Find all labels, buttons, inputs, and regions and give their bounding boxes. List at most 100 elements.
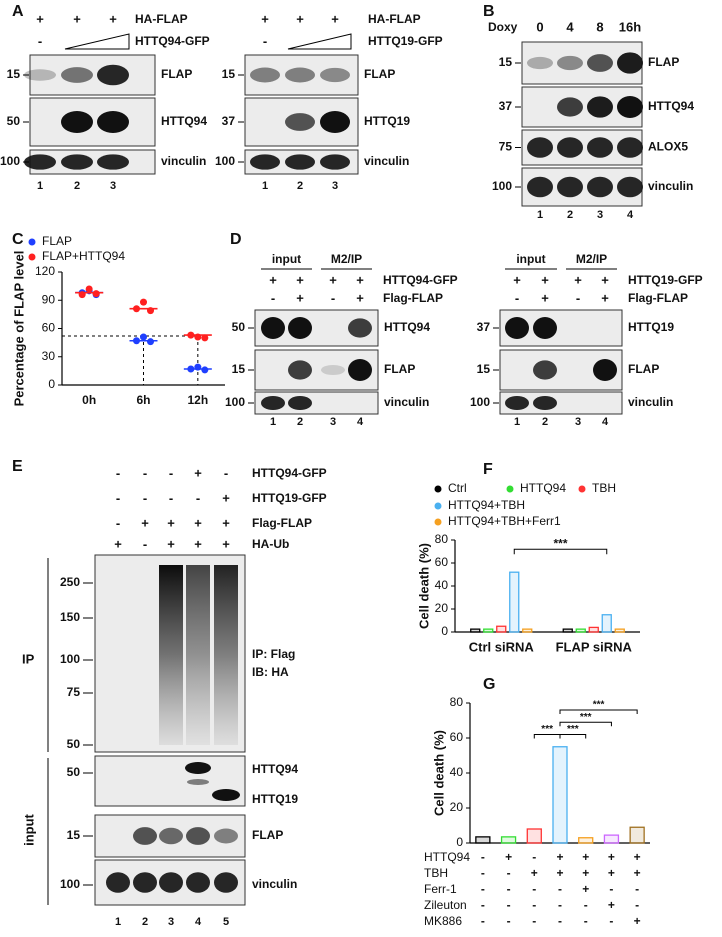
y-tick-label: 60 — [42, 321, 56, 335]
sign: - — [116, 490, 120, 505]
band — [61, 67, 93, 83]
dot — [201, 366, 209, 374]
sign: + — [356, 290, 364, 305]
sign: + — [541, 272, 549, 287]
band — [587, 96, 613, 118]
panel-label: D — [230, 231, 242, 248]
panel-label: F — [483, 461, 493, 478]
bar — [526, 828, 542, 844]
legend-label: TBH — [592, 481, 616, 495]
sign: - — [143, 465, 147, 480]
condition-label: HA-FLAP — [368, 12, 421, 26]
legend-marker — [434, 502, 442, 510]
sign: - — [576, 290, 580, 305]
sign: + — [167, 536, 175, 551]
y-tick-label: 80 — [450, 695, 464, 709]
lane-number: 1 — [537, 209, 543, 221]
sign: - — [507, 882, 511, 896]
band-label: HTTQ19 — [628, 320, 674, 334]
sign: - — [532, 882, 536, 896]
band — [348, 318, 372, 338]
sign: - — [481, 882, 485, 896]
mw-marker: 100 — [0, 154, 20, 168]
y-tick-label: 80 — [435, 532, 449, 546]
mw-marker: 50 — [232, 320, 246, 334]
band — [557, 137, 583, 158]
side-label: IP — [22, 651, 35, 666]
condition-label: HA-Ub — [252, 537, 289, 551]
lane-number: 3 — [597, 209, 603, 221]
lane-number: 1 — [514, 416, 520, 428]
y-tick-label: 60 — [450, 730, 464, 744]
band-label: HTTQ94 — [161, 114, 207, 128]
band — [214, 872, 238, 893]
band — [587, 137, 613, 158]
sign: + — [582, 882, 589, 896]
band — [159, 872, 183, 893]
bar — [509, 571, 520, 633]
band — [348, 359, 372, 381]
mw-marker: 100 — [225, 395, 245, 409]
blot-membrane — [499, 391, 623, 415]
band-label: FLAP — [384, 362, 415, 376]
lane-number: 2 — [74, 180, 80, 192]
mw-marker: 37 — [499, 99, 513, 113]
sign: + — [356, 272, 364, 287]
y-axis-label: Cell death (%) — [431, 730, 446, 816]
band — [61, 111, 93, 133]
lane-number: 2 — [542, 416, 548, 428]
condition-label: HTTQ19-GFP — [368, 34, 443, 48]
panel-label: G — [483, 676, 495, 693]
sign: - — [507, 866, 511, 880]
y-tick-label: 40 — [435, 578, 449, 592]
sign: - — [481, 866, 485, 880]
ubiquitin-smear — [214, 565, 238, 745]
sign: - — [224, 465, 228, 480]
significance-label: *** — [541, 724, 553, 735]
sign: + — [531, 866, 538, 880]
gradient-triangle — [64, 33, 130, 50]
sign: - — [584, 898, 588, 912]
band — [288, 317, 312, 339]
band — [285, 67, 315, 83]
sign: + — [73, 11, 81, 26]
ubiquitin-smear — [159, 565, 183, 745]
bar — [522, 628, 533, 633]
lane-number: 3 — [110, 180, 116, 192]
sign: - — [515, 290, 519, 305]
bar — [475, 836, 491, 844]
sign: - — [635, 882, 639, 896]
sign: + — [269, 272, 277, 287]
condition-label: HA-FLAP — [135, 12, 188, 26]
band — [527, 137, 553, 158]
band — [106, 872, 130, 893]
legend-marker — [506, 485, 514, 493]
sign: - — [532, 898, 536, 912]
sign: - — [271, 290, 275, 305]
band-label: vinculin — [252, 877, 297, 891]
sign: - — [481, 914, 485, 928]
sign: 8 — [596, 19, 603, 34]
panel-label: B — [483, 3, 495, 20]
sign: - — [263, 33, 267, 48]
sign: - — [196, 490, 200, 505]
legend-label: Ctrl — [448, 481, 467, 495]
significance-label: *** — [593, 700, 605, 711]
blot-membrane — [254, 391, 379, 415]
band — [320, 111, 350, 133]
sign: + — [634, 866, 641, 880]
y-axis-label: Cell death (%) — [416, 543, 431, 629]
band — [593, 359, 617, 381]
band — [617, 52, 643, 74]
sign: + — [634, 914, 641, 928]
sign: - — [507, 898, 511, 912]
condition-label: HTTQ94 — [424, 850, 470, 864]
sign: + — [141, 515, 149, 530]
band-label: FLAP — [364, 67, 395, 81]
mw-marker: 37 — [222, 114, 236, 128]
panel-label: E — [12, 458, 23, 475]
condition-label: HTTQ19-GFP — [628, 273, 703, 287]
band — [250, 67, 280, 83]
lane-number: 1 — [262, 180, 268, 192]
sign: + — [194, 515, 202, 530]
